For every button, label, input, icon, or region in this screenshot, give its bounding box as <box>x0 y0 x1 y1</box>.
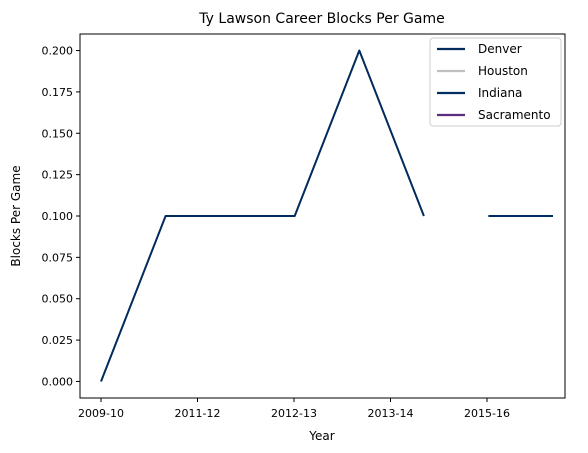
x-tick-label: 2013-14 <box>368 407 414 420</box>
y-tick-label: 0.175 <box>42 86 74 99</box>
y-tick-label: 0.100 <box>42 210 74 223</box>
legend-label: Sacramento <box>478 108 551 122</box>
x-tick-label: 2009-10 <box>78 407 124 420</box>
legend-label: Denver <box>478 42 522 56</box>
legend-label: Indiana <box>478 86 522 100</box>
y-tick-label: 0.200 <box>42 45 74 58</box>
series-line-denver <box>100 49 425 382</box>
legend-label: Houston <box>478 64 528 78</box>
x-tick-label: 2015-16 <box>464 407 510 420</box>
legend-frame <box>429 37 562 127</box>
y-tick-label: 0.075 <box>42 251 74 264</box>
x-axis-label: Year <box>308 429 334 443</box>
x-tick-label: 2011-12 <box>175 407 221 420</box>
chart-title: Ty Lawson Career Blocks Per Game <box>198 11 444 27</box>
y-axis-label: Blocks Per Game <box>9 165 23 266</box>
plot-lines <box>100 49 553 382</box>
y-tick-label: 0.025 <box>42 334 74 347</box>
x-tick-label: 2012-13 <box>271 407 317 420</box>
plot-area-frame <box>79 33 566 399</box>
y-tick-label: 0.125 <box>42 169 74 182</box>
y-tick-label: 0.050 <box>42 293 74 306</box>
x-axis-ticks: 2009-10 2011-12 2012-13 2013-14 2015-16 <box>78 398 510 420</box>
y-tick-label: 0.000 <box>42 375 74 388</box>
y-tick-label: 0.150 <box>42 127 74 140</box>
legend: Denver Houston Indiana Sacramento <box>429 37 562 127</box>
y-axis-ticks: 0.000 0.025 0.050 0.075 0.100 0.125 0.150 0.175… <box>42 45 80 388</box>
